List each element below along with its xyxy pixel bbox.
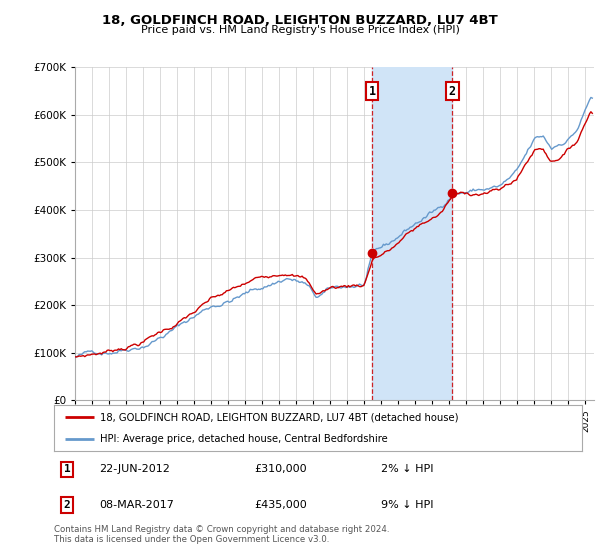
Text: 08-MAR-2017: 08-MAR-2017 [99, 500, 174, 510]
Text: 2: 2 [64, 500, 71, 510]
Text: 9% ↓ HPI: 9% ↓ HPI [382, 500, 434, 510]
Text: 1: 1 [369, 85, 376, 97]
Text: Price paid vs. HM Land Registry's House Price Index (HPI): Price paid vs. HM Land Registry's House … [140, 25, 460, 35]
Text: £435,000: £435,000 [254, 500, 307, 510]
Text: 2% ↓ HPI: 2% ↓ HPI [382, 464, 434, 474]
Text: 18, GOLDFINCH ROAD, LEIGHTON BUZZARD, LU7 4BT (detached house): 18, GOLDFINCH ROAD, LEIGHTON BUZZARD, LU… [100, 412, 459, 422]
Text: HPI: Average price, detached house, Central Bedfordshire: HPI: Average price, detached house, Cent… [100, 435, 388, 444]
Text: 1: 1 [64, 464, 71, 474]
Bar [372, 67, 452, 400]
Text: 2: 2 [449, 85, 456, 97]
Text: £310,000: £310,000 [254, 464, 307, 474]
Text: Contains HM Land Registry data © Crown copyright and database right 2024.
This d: Contains HM Land Registry data © Crown c… [54, 525, 389, 544]
Text: 18, GOLDFINCH ROAD, LEIGHTON BUZZARD, LU7 4BT: 18, GOLDFINCH ROAD, LEIGHTON BUZZARD, LU… [102, 14, 498, 27]
Text: 22-JUN-2012: 22-JUN-2012 [99, 464, 170, 474]
